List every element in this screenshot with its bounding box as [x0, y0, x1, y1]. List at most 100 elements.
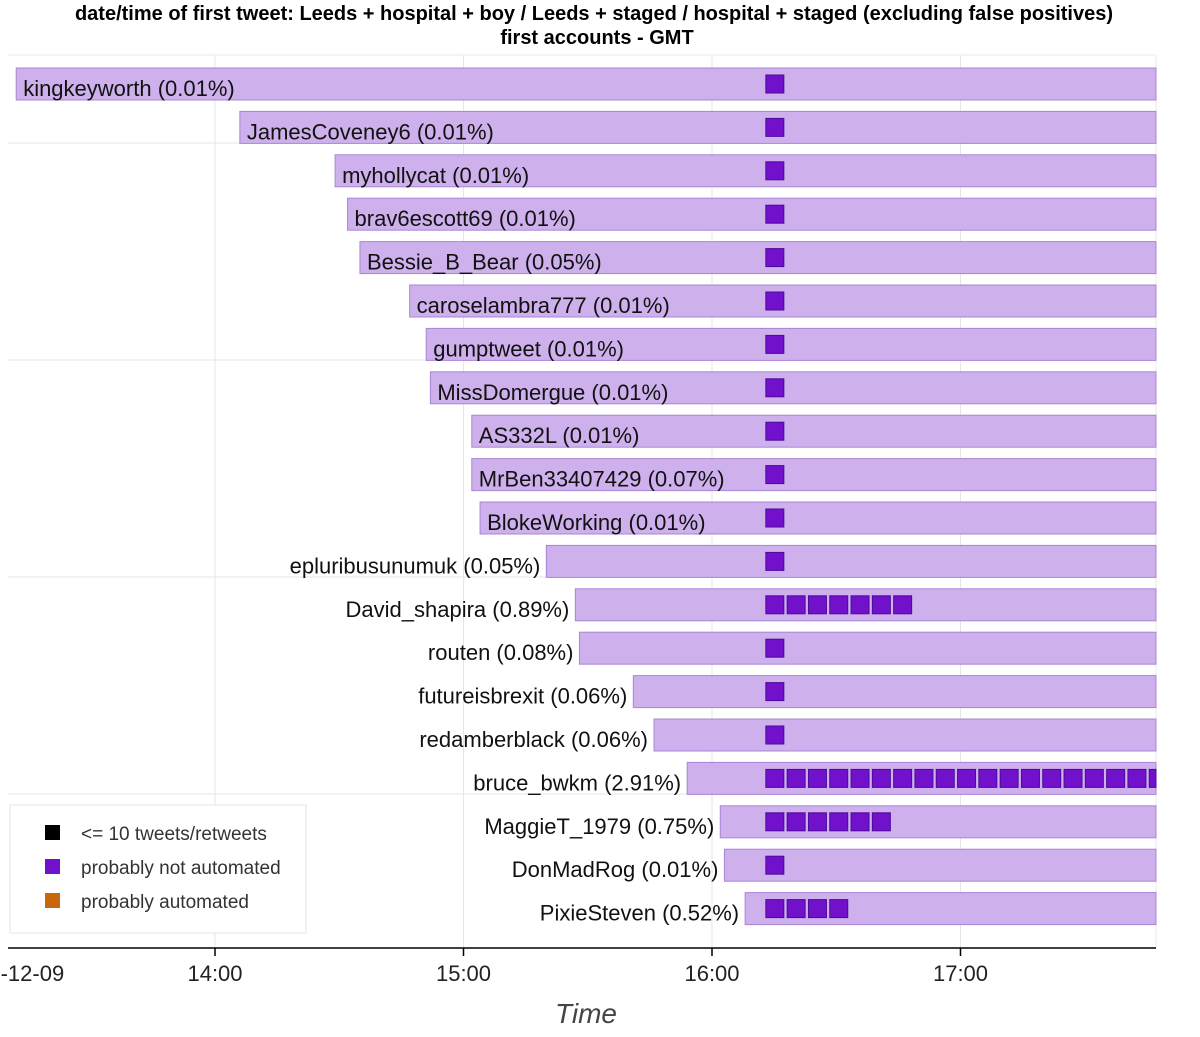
- x-axis-title: Time: [555, 998, 617, 1029]
- tweet-marker: [807, 595, 827, 615]
- legend-label: <= 10 tweets/retweets: [81, 824, 267, 845]
- tweet-marker: [1063, 768, 1083, 788]
- tweet-marker: [1020, 768, 1040, 788]
- bar-label: MrBen33407429 (0.07%): [479, 467, 725, 492]
- tweet-marker: [893, 595, 913, 615]
- x-tick-label: 14:00: [187, 961, 242, 986]
- tweet-marker: [765, 682, 785, 702]
- tweet-marker: [765, 725, 785, 745]
- account-bar: [653, 718, 1157, 752]
- x-tick-label: 17:00: [933, 961, 988, 986]
- bar-label: futureisbrexit (0.06%): [418, 684, 627, 709]
- tweet-marker: [829, 899, 849, 919]
- bars: [15, 67, 1157, 926]
- bar-label: MissDomergue (0.01%): [437, 380, 668, 405]
- bar-label: BlokeWorking (0.01%): [487, 510, 705, 535]
- tweet-marker: [1084, 768, 1104, 788]
- tweet-marker: [765, 74, 785, 94]
- tweet-marker: [957, 768, 977, 788]
- tweet-marker: [765, 551, 785, 571]
- tweet-marker: [850, 768, 870, 788]
- account-bar: [429, 371, 1157, 405]
- bar-label: MaggieT_1979 (0.75%): [484, 814, 714, 839]
- bar-label: Bessie_B_Bear (0.05%): [367, 250, 602, 275]
- account-bar: [632, 675, 1157, 709]
- account-bar: [15, 67, 1157, 101]
- tweet-marker: [850, 812, 870, 832]
- tweet-marker: [786, 812, 806, 832]
- tweet-marker: [871, 812, 891, 832]
- markers: [765, 74, 1157, 919]
- account-bar: [425, 327, 1157, 361]
- bar-label: bruce_bwkm (2.91%): [473, 770, 681, 795]
- x-ticks: 2019-12-09 14:00 15:00 16:00 17:00: [0, 948, 988, 986]
- tweet-marker: [765, 812, 785, 832]
- x-tick-label: 15:00: [436, 961, 491, 986]
- legend-swatch: [45, 825, 60, 840]
- tweet-marker: [765, 465, 785, 485]
- tweet-marker: [765, 768, 785, 788]
- account-bar: [471, 414, 1157, 448]
- chart-title-line-2: first accounts - GMT: [500, 27, 693, 49]
- tweet-marker: [765, 421, 785, 441]
- bar-label: routen (0.08%): [428, 640, 574, 665]
- bar-label: David_shapira (0.89%): [346, 597, 570, 622]
- legend-swatch: [45, 893, 60, 908]
- tweet-marker: [935, 768, 955, 788]
- tweet-marker: [999, 768, 1019, 788]
- tweet-marker: [765, 204, 785, 224]
- tweet-marker: [765, 248, 785, 268]
- tweet-marker: [765, 291, 785, 311]
- tweet-marker: [786, 768, 806, 788]
- chart-title-line-1: date/time of first tweet: Leeds + hospit…: [75, 3, 1113, 25]
- account-bar: [744, 892, 1157, 926]
- tweet-marker: [1127, 768, 1147, 788]
- account-bar: [239, 110, 1157, 144]
- tweet-marker: [1042, 768, 1062, 788]
- tweet-marker: [765, 334, 785, 354]
- account-bar: [347, 197, 1157, 231]
- tweet-marker: [765, 595, 785, 615]
- legend-label: probably automated: [81, 892, 249, 913]
- tweet-marker: [765, 899, 785, 919]
- tweet-marker: [871, 768, 891, 788]
- bar-label: PixieSteven (0.52%): [540, 901, 739, 926]
- bar-label: brav6escott69 (0.01%): [355, 206, 576, 231]
- account-bar: [471, 458, 1157, 492]
- tweet-marker: [1148, 768, 1157, 788]
- bar-label: JamesCoveney6 (0.01%): [247, 119, 494, 144]
- tweet-marker: [765, 117, 785, 137]
- bar-label: myhollycat (0.01%): [342, 163, 529, 188]
- x-tick-label: 2019-12-09: [0, 961, 64, 986]
- x-tick-label: 16:00: [684, 961, 739, 986]
- tweet-marker: [829, 768, 849, 788]
- account-bar: [545, 544, 1157, 578]
- account-bar: [479, 501, 1157, 535]
- tweet-marker: [829, 595, 849, 615]
- bar-labels: kingkeyworth (0.01%) JamesCoveney6 (0.01%…: [23, 76, 739, 926]
- tweet-marker: [978, 768, 998, 788]
- bar-label: DonMadRog (0.01%): [512, 857, 719, 882]
- account-bar: [719, 805, 1157, 839]
- tweet-marker: [1106, 768, 1126, 788]
- account-bar: [334, 154, 1157, 188]
- tweet-marker: [807, 812, 827, 832]
- chart-title: date/time of first tweet: Leeds + hospit…: [75, 3, 1113, 49]
- tweet-marker: [807, 768, 827, 788]
- legend-label: probably not automated: [81, 858, 281, 879]
- account-bar: [359, 241, 1157, 275]
- bar-label: redamberblack (0.06%): [419, 727, 648, 752]
- tweet-marker: [765, 508, 785, 528]
- tweet-marker: [786, 899, 806, 919]
- tweet-marker: [765, 161, 785, 181]
- account-bar: [723, 848, 1157, 882]
- bar-label: gumptweet (0.01%): [433, 336, 624, 361]
- tweet-marker: [786, 595, 806, 615]
- bar-label: kingkeyworth (0.01%): [23, 76, 235, 101]
- bar-label: epluribusunumuk (0.05%): [290, 553, 541, 578]
- tweet-marker: [914, 768, 934, 788]
- tweet-marker: [765, 638, 785, 658]
- tweet-marker: [765, 855, 785, 875]
- tweet-marker: [765, 378, 785, 398]
